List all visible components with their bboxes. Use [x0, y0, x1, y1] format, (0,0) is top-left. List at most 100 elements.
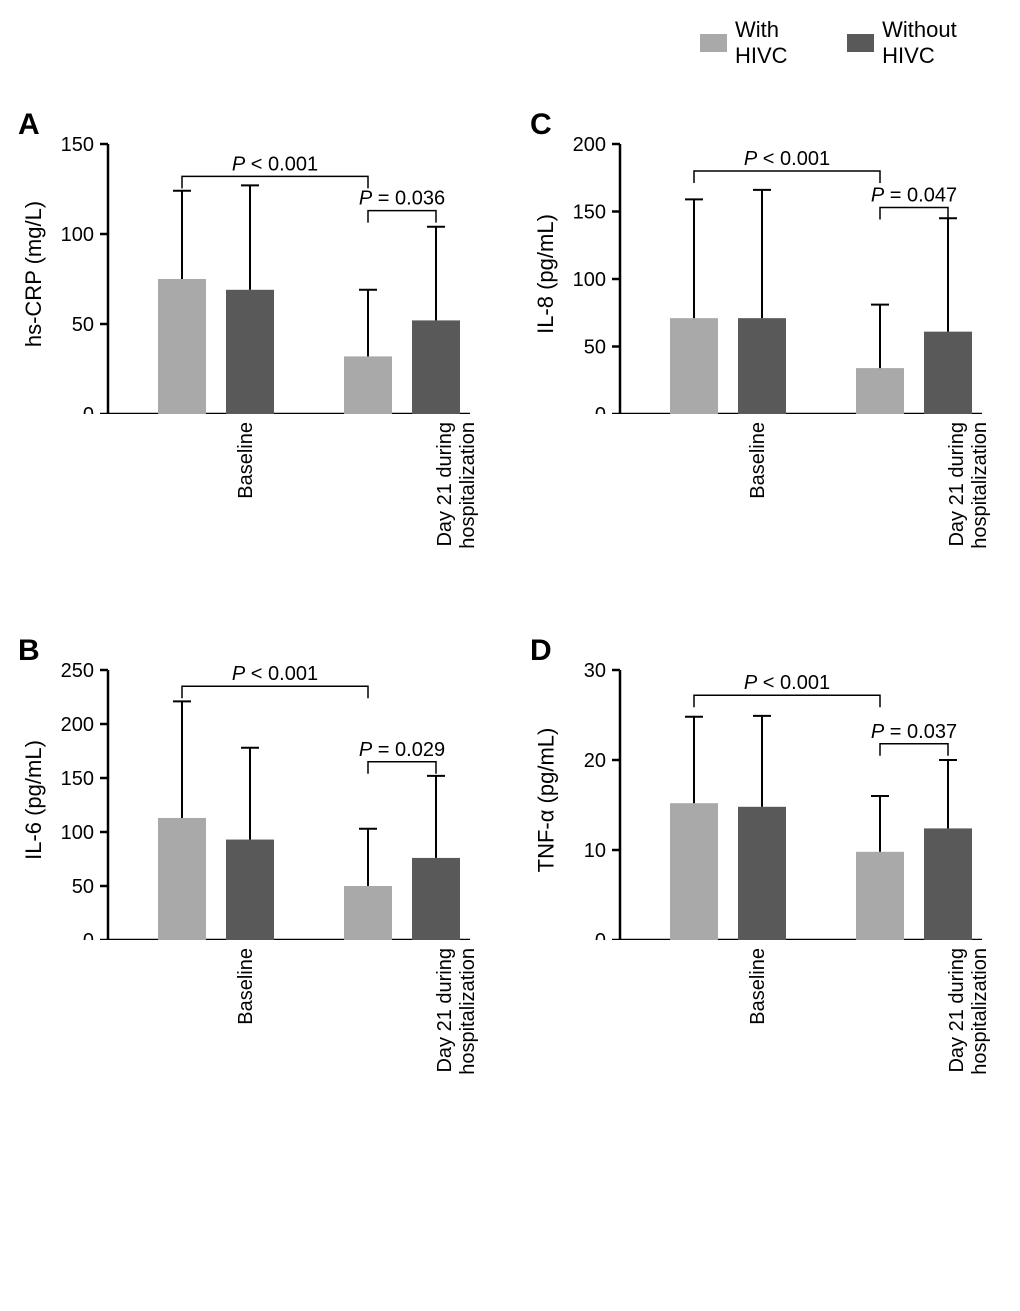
bar — [856, 368, 904, 414]
y-tick-label: 30 — [584, 660, 606, 682]
y-tick-label: 0 — [83, 930, 94, 940]
x-tick-label: Baseline — [747, 422, 770, 499]
figure-grid: With HIVC Without HIVC Ahs-CRP (mg/L) 0 50 1… — [18, 18, 1002, 1120]
y-axis-label: IL-8 (pg/mL) — [530, 134, 562, 414]
legend-label: Without HIVC — [882, 17, 1002, 69]
y-tick-label: 200 — [573, 134, 606, 156]
p-value-label: P = 0.029 — [359, 739, 445, 761]
p-value-label: P < 0.001 — [744, 148, 830, 170]
x-tick-label: Baseline — [747, 948, 770, 1025]
x-tick-label: Day 21 during — [434, 422, 457, 547]
y-tick-label: 0 — [83, 404, 94, 414]
p-value-label: P < 0.001 — [232, 153, 318, 175]
panel-letter: C — [530, 108, 1002, 134]
bar — [670, 318, 718, 414]
y-axis-label-text: IL-8 (pg/mL) — [533, 214, 559, 334]
y-axis-label-text: IL-6 (pg/mL) — [21, 740, 47, 860]
bar — [670, 803, 718, 940]
y-tick-label: 100 — [573, 269, 606, 291]
chart-svg: 0 50 100 150 200 P < 0.001 P = 0.047 — [562, 134, 982, 414]
bar — [856, 852, 904, 940]
y-axis-label: IL-6 (pg/mL) — [18, 660, 50, 940]
bar — [412, 858, 460, 940]
p-value-label: P = 0.036 — [359, 188, 445, 210]
bar — [344, 886, 392, 940]
p-value-label: P = 0.047 — [871, 184, 957, 206]
x-tick-label: Day 21 during — [434, 948, 457, 1073]
panel: Ahs-CRP (mg/L) 0 50 100 150 P < 0.001 P = 0.03… — [18, 108, 490, 594]
legend-swatch — [847, 34, 874, 52]
plot: 0 10 20 30 P < 0.001 P = 0.037 — [562, 660, 1002, 940]
plot: 0 50 100 150 200 P < 0.001 P = 0.047 — [562, 134, 1002, 414]
panel: C IL-8 (pg/mL) 0 50 100 150 200 P < 0.001 P = 0.… — [530, 108, 1002, 594]
legend-swatch — [700, 34, 727, 52]
bar — [158, 818, 206, 940]
x-tick-label: hospitalization — [969, 948, 992, 1075]
legend-label: With HIVC — [735, 17, 827, 69]
y-tick-label: 0 — [595, 930, 606, 940]
y-tick-label: 250 — [61, 660, 94, 682]
bar — [226, 840, 274, 940]
p-value-label: P = 0.037 — [871, 721, 957, 743]
comparison-bracket — [182, 176, 368, 188]
y-tick-label: 10 — [584, 840, 606, 862]
bar — [226, 290, 274, 414]
y-tick-label: 100 — [61, 224, 94, 246]
bar — [738, 318, 786, 414]
chart-svg: 0 10 20 30 P < 0.001 P = 0.037 — [562, 660, 982, 940]
x-tick-label: hospitalization — [457, 422, 480, 549]
panel: B IL-6 (pg/mL) 0 50 100 150 200 250 P < 0.001 P =… — [18, 634, 490, 1120]
y-tick-label: 50 — [72, 314, 94, 336]
plot: 0 50 100 150 P < 0.001 P = 0.036 — [50, 134, 490, 414]
legend: With HIVC Without HIVC — [530, 18, 1002, 68]
legend-item: Without HIVC — [847, 17, 1002, 69]
y-tick-label: 150 — [61, 134, 94, 156]
x-tick-label: Baseline — [235, 948, 258, 1025]
comparison-bracket — [368, 211, 436, 223]
p-value-label: P < 0.001 — [232, 663, 318, 685]
x-tick-label: Day 21 during — [946, 422, 969, 547]
bar — [412, 320, 460, 414]
x-tick-label: hospitalization — [969, 422, 992, 549]
plot: 0 50 100 150 200 250 P < 0.001 P = 0.029 — [50, 660, 490, 940]
y-tick-label: 0 — [595, 404, 606, 414]
panel-letter: B — [18, 634, 490, 660]
x-axis-labels: Baseline Day 21 duringhospitalization — [612, 940, 1002, 1120]
y-axis-label: TNF-α (pg/mL) — [530, 660, 562, 940]
bar — [738, 807, 786, 940]
x-axis-labels: Baseline Day 21 duringhospitalization — [100, 940, 490, 1120]
y-tick-label: 100 — [61, 822, 94, 844]
comparison-bracket — [880, 207, 948, 219]
bar — [158, 279, 206, 414]
x-tick-label: Day 21 during — [946, 948, 969, 1073]
chart-svg: 0 50 100 150 P < 0.001 P = 0.036 — [50, 134, 470, 414]
y-tick-label: 200 — [61, 714, 94, 736]
y-tick-label: 150 — [573, 202, 606, 224]
legend-spacer — [18, 18, 490, 68]
x-tick-label: Baseline — [235, 422, 258, 499]
p-value-label: P < 0.001 — [744, 672, 830, 694]
bar — [344, 356, 392, 414]
legend-item: With HIVC — [700, 17, 827, 69]
y-tick-label: 50 — [72, 876, 94, 898]
panel: D TNF-α (pg/mL) 0 10 20 30 P < 0.001 P = 0.037 B… — [530, 634, 1002, 1120]
comparison-bracket — [880, 744, 948, 756]
comparison-bracket — [694, 171, 880, 183]
bar — [924, 332, 972, 414]
panel-letter: A — [18, 108, 490, 134]
x-axis-labels: Baseline Day 21 duringhospitalization — [612, 414, 1002, 594]
comparison-bracket — [368, 762, 436, 774]
y-tick-label: 50 — [584, 337, 606, 359]
chart-svg: 0 50 100 150 200 250 P < 0.001 P = 0.029 — [50, 660, 470, 940]
bar — [924, 828, 972, 940]
y-axis-label-text: hs-CRP (mg/L) — [21, 201, 47, 347]
y-tick-label: 150 — [61, 768, 94, 790]
x-tick-label: hospitalization — [457, 948, 480, 1075]
x-axis-labels: Baseline Day 21 duringhospitalization — [100, 414, 490, 594]
y-axis-label-text: TNF-α (pg/mL) — [533, 728, 559, 873]
comparison-bracket — [694, 695, 880, 707]
y-tick-label: 20 — [584, 750, 606, 772]
panel-letter: D — [530, 634, 1002, 660]
y-axis-label: hs-CRP (mg/L) — [18, 134, 50, 414]
comparison-bracket — [182, 686, 368, 698]
